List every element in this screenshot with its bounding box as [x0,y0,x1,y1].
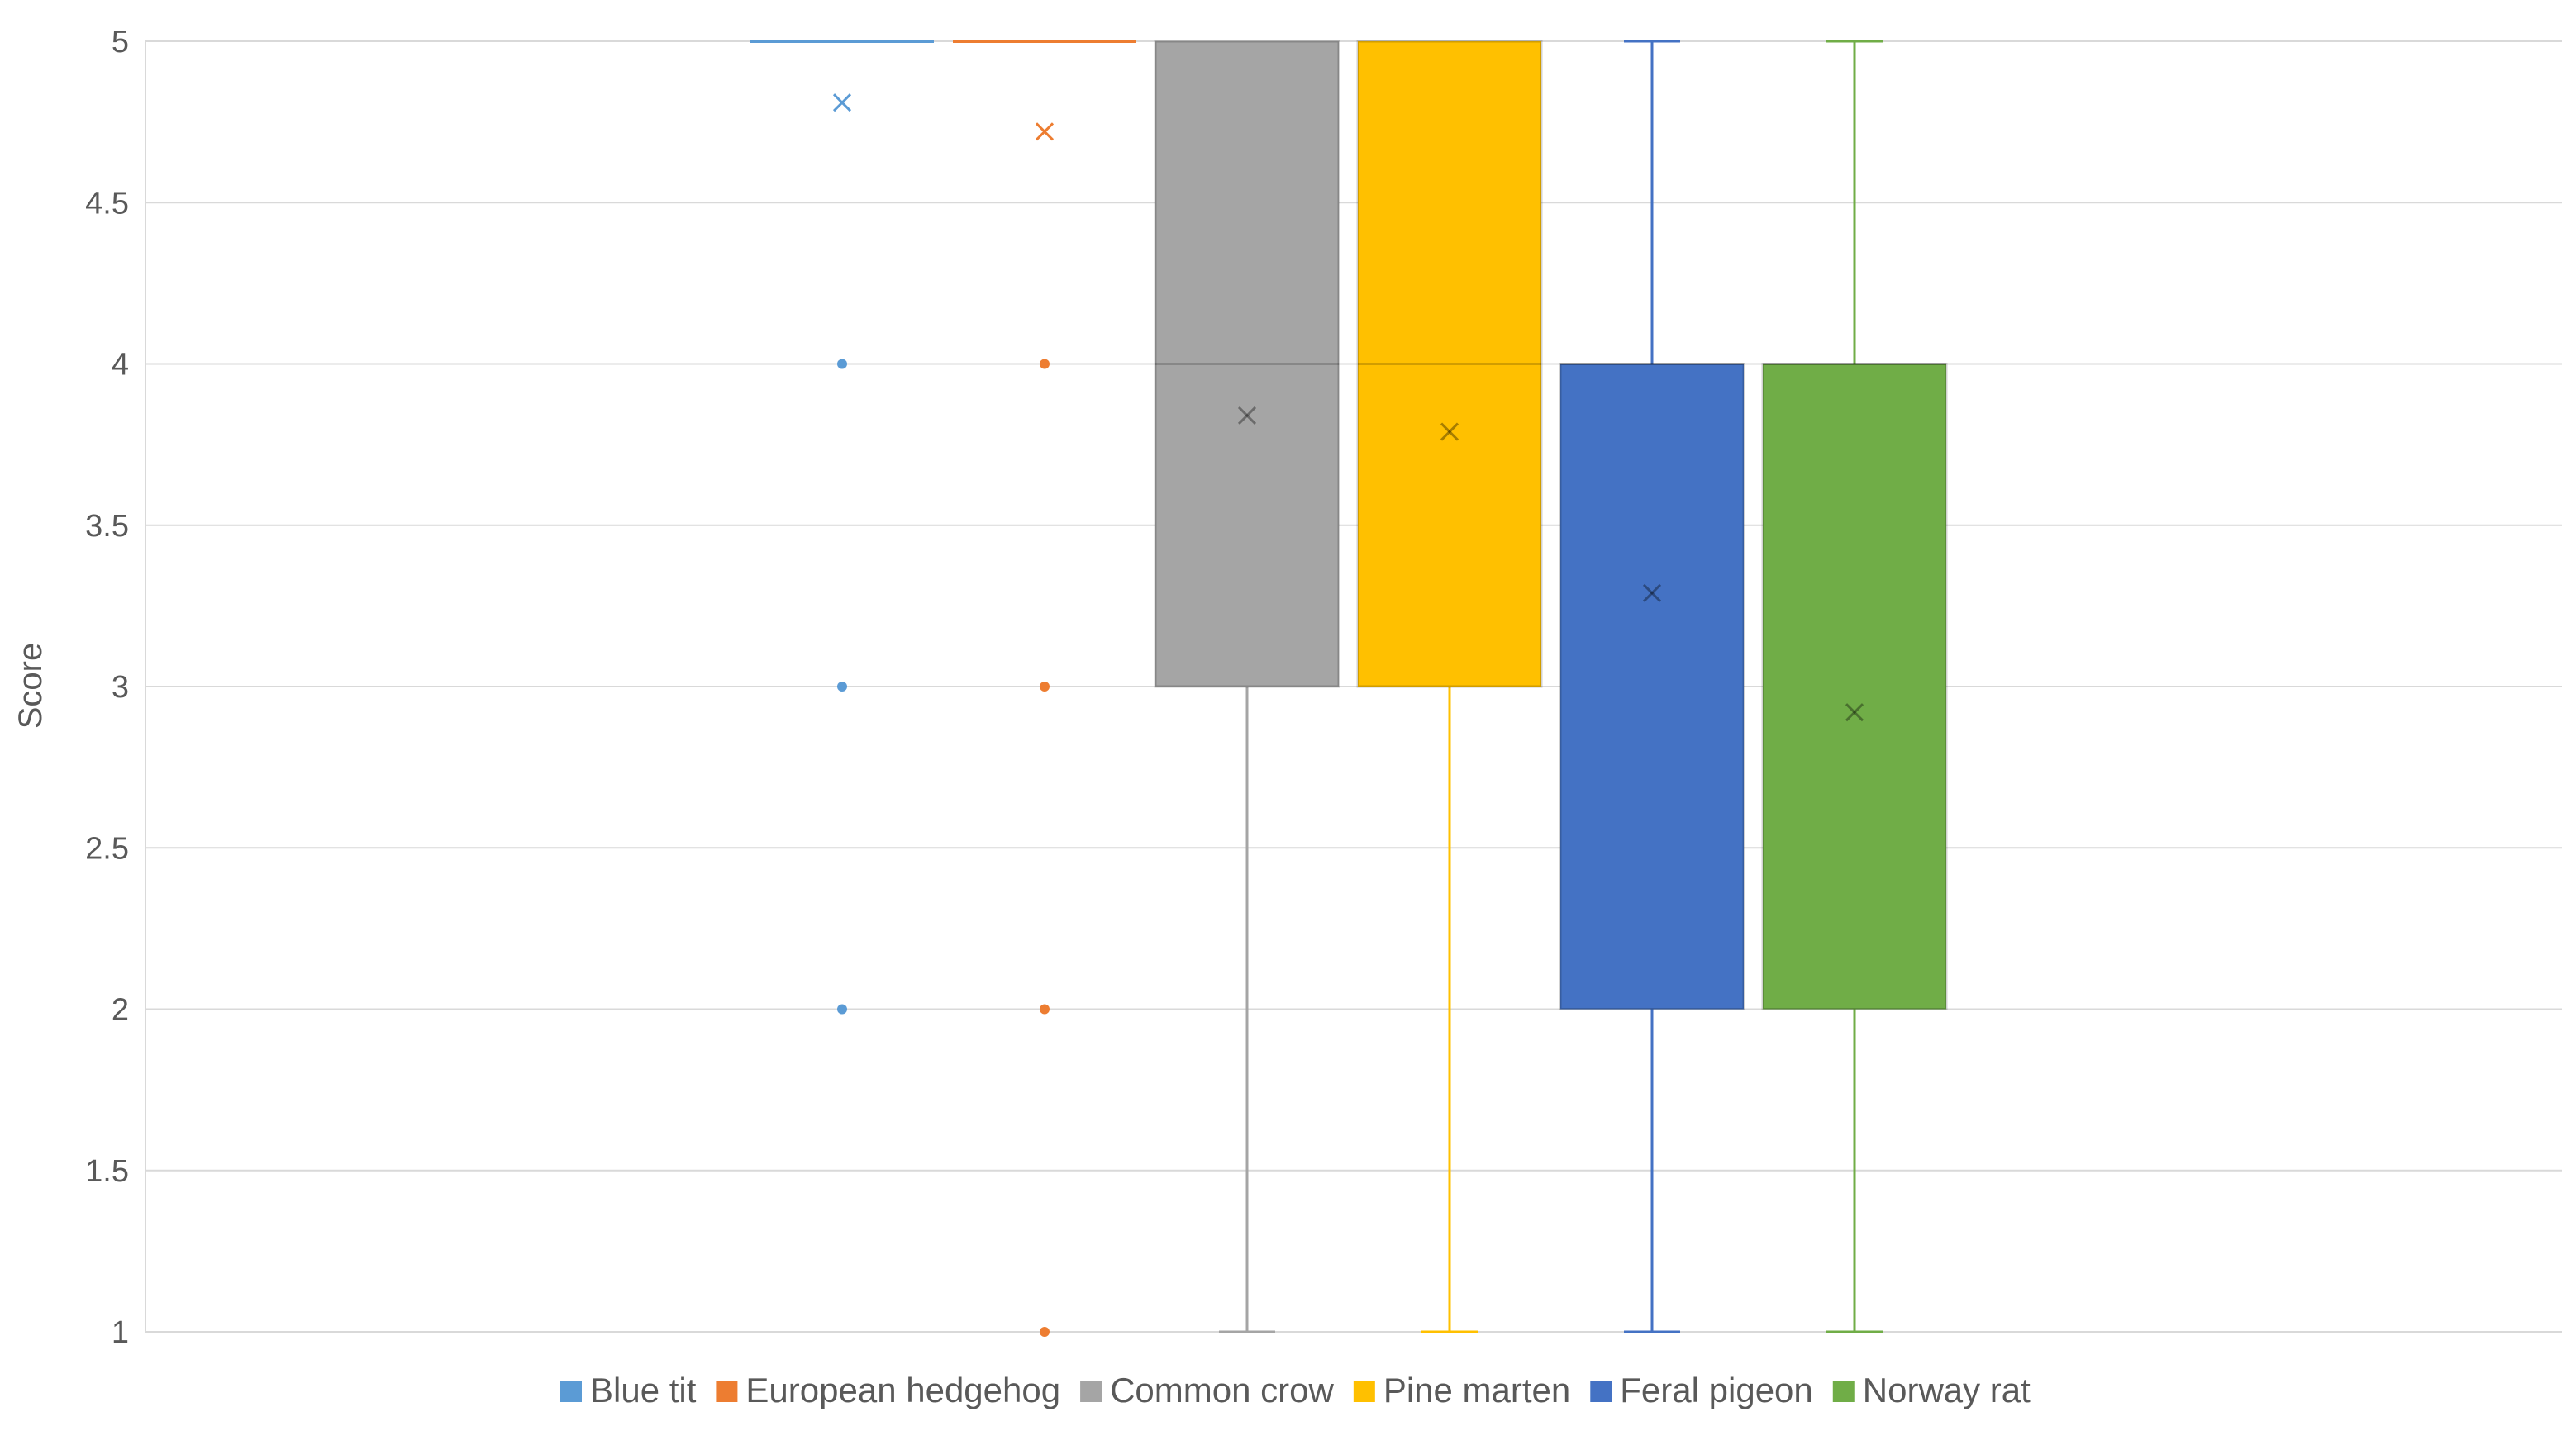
legend-item: European hedgehog [716,1371,1060,1409]
outlier-point [837,1004,847,1015]
gridlines [145,40,2562,1333]
y-tick-label: 2.5 [85,831,129,866]
mean-marker-stroke [1642,583,1662,602]
legend-item: Common crow [1080,1371,1334,1409]
legend-label: European hedgehog [745,1371,1060,1409]
mean-marker-stroke [1237,406,1257,425]
y-tick-label: 4 [112,348,129,383]
legend: Blue tit European hedgehog Common crow Pine… [560,1371,2031,1409]
legend-label: Pine marten [1383,1371,1570,1409]
y-tick-label: 1 [112,1315,129,1350]
legend-swatch [1080,1381,1102,1402]
box-iqr [1356,40,1543,688]
box-pine-marten [1356,40,1543,1333]
legend-label: Blue tit [590,1371,697,1409]
box-iqr [1559,363,1745,1010]
outlier-point [1040,1004,1050,1015]
box-blue-tit [750,40,934,1015]
mean-marker [1642,583,1662,602]
box-european-hedgehog [953,40,1136,1337]
legend-label: Norway rat [1863,1371,2031,1409]
mean-marker [1845,703,1864,722]
mean-marker-stroke [832,93,852,112]
y-axis-title: Score [12,643,49,730]
outlier-point [1040,1327,1050,1337]
box-iqr [1761,363,1948,1010]
box-iqr [1154,40,1340,688]
mean-marker-stroke [1845,703,1864,722]
legend-item: Feral pigeon [1590,1371,1813,1409]
y-tick-label: 1.5 [85,1154,129,1189]
legend-swatch [1353,1381,1375,1402]
mean-marker [832,93,852,112]
legend-label: Common crow [1110,1371,1334,1409]
y-axis-tick-labels: 1 1.5 2 2.5 3 3.5 4 4.5 5 [85,25,129,1350]
mean-marker-stroke [1440,422,1459,441]
legend-item: Pine marten [1353,1371,1570,1409]
legend-swatch [560,1381,582,1402]
legend-swatch [1590,1381,1612,1402]
y-tick-label: 3.5 [85,509,129,544]
mean-marker [1237,406,1257,425]
legend-swatch [1832,1381,1855,1402]
legend-label: Feral pigeon [1620,1371,1812,1409]
y-tick-label: 4.5 [85,186,129,221]
box-series [750,40,1948,1337]
mean-marker [1440,422,1459,441]
box-norway-rat [1761,40,1948,1333]
legend-item: Blue tit [560,1371,697,1409]
outlier-point [837,682,847,692]
mean-marker-stroke [1035,122,1055,141]
y-tick-label: 3 [112,670,129,705]
y-tick-label: 5 [112,25,129,59]
legend-item: Norway rat [1832,1371,2031,1409]
mean-marker-stroke [1237,406,1257,425]
y-tick-label: 2 [112,993,129,1028]
mean-marker-stroke [1845,703,1864,722]
mean-marker-stroke [1440,422,1459,441]
outlier-point [837,359,847,369]
legend-swatch [716,1381,738,1402]
box-common-crow [1154,40,1340,1333]
mean-marker-stroke [1642,583,1662,602]
outlier-point [1040,359,1050,369]
mean-marker [1035,122,1055,141]
box-feral-pigeon [1559,40,1745,1333]
outlier-point [1040,682,1050,692]
